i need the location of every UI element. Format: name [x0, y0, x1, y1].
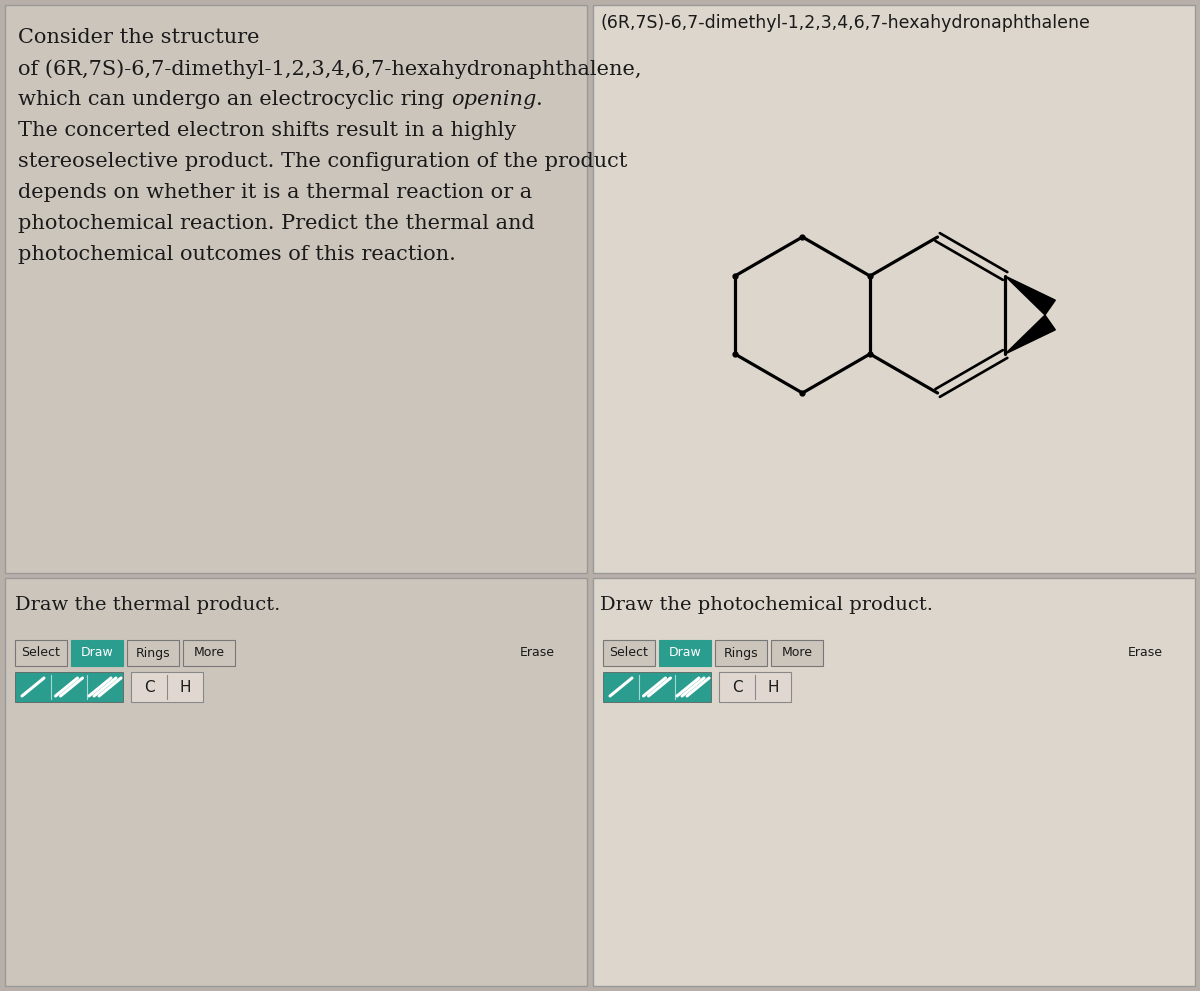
Bar: [715, 640, 767, 666]
Text: The concerted electron shifts result in a highly: The concerted electron shifts result in …: [18, 121, 516, 140]
Text: C: C: [144, 680, 155, 695]
Text: of (6R,7S)-6,7-dimethyl-1,2,3,4,6,7-hexahydronaphthalene,: of (6R,7S)-6,7-dimethyl-1,2,3,4,6,7-hexa…: [18, 59, 642, 78]
Text: (6R,7S)-6,7-dimethyl-1,2,3,4,6,7-hexahydronaphthalene: (6R,7S)-6,7-dimethyl-1,2,3,4,6,7-hexahyd…: [600, 14, 1090, 32]
Text: opening: opening: [451, 90, 536, 109]
Text: H: H: [179, 680, 191, 695]
Text: Erase: Erase: [1128, 646, 1163, 659]
Text: Erase: Erase: [520, 646, 554, 659]
Text: C: C: [732, 680, 743, 695]
Text: Select: Select: [22, 646, 60, 659]
Bar: [604, 672, 710, 702]
Bar: [14, 672, 124, 702]
Polygon shape: [1006, 315, 1055, 354]
Text: photochemical outcomes of this reaction.: photochemical outcomes of this reaction.: [18, 245, 456, 264]
Bar: [5, 578, 587, 986]
Text: More: More: [193, 646, 224, 659]
Text: H: H: [767, 680, 779, 695]
Text: Draw the photochemical product.: Draw the photochemical product.: [600, 596, 934, 614]
Text: stereoselective product. The configuration of the product: stereoselective product. The configurati…: [18, 152, 628, 171]
Bar: [772, 640, 823, 666]
Text: depends on whether it is a thermal reaction or a: depends on whether it is a thermal react…: [18, 183, 532, 202]
Bar: [14, 640, 67, 666]
Bar: [71, 640, 124, 666]
Bar: [659, 640, 710, 666]
Bar: [127, 640, 179, 666]
Text: Draw: Draw: [80, 646, 113, 659]
Text: More: More: [781, 646, 812, 659]
Text: Consider the structure: Consider the structure: [18, 28, 259, 47]
Bar: [719, 672, 791, 702]
Text: .: .: [536, 90, 542, 109]
Bar: [604, 640, 655, 666]
Bar: [593, 5, 1195, 573]
Text: Select: Select: [610, 646, 648, 659]
Bar: [593, 578, 1195, 986]
Text: Draw: Draw: [668, 646, 701, 659]
Text: Rings: Rings: [724, 646, 758, 659]
Bar: [131, 672, 203, 702]
Text: Draw the thermal product.: Draw the thermal product.: [14, 596, 281, 614]
Bar: [5, 5, 587, 573]
Text: photochemical reaction. Predict the thermal and: photochemical reaction. Predict the ther…: [18, 214, 535, 233]
Bar: [182, 640, 235, 666]
Text: which can undergo an electrocyclic ring: which can undergo an electrocyclic ring: [18, 90, 451, 109]
Polygon shape: [1006, 276, 1055, 315]
Text: Rings: Rings: [136, 646, 170, 659]
